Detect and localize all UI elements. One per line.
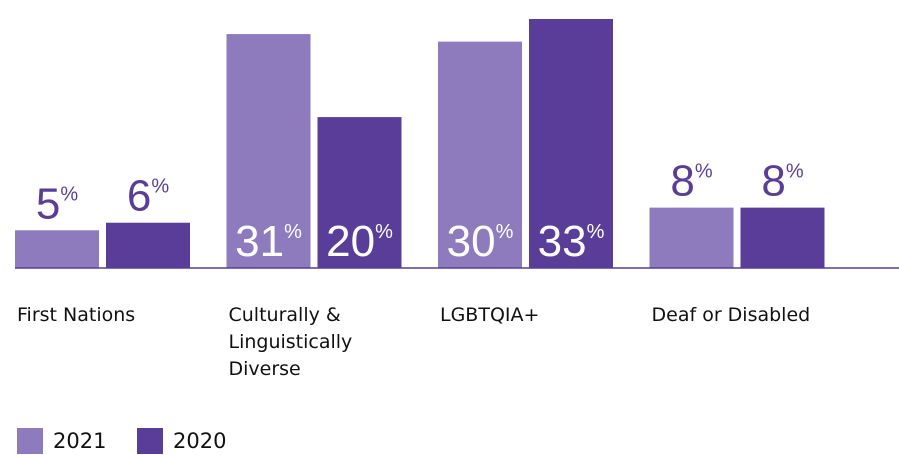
category-label: First Nations	[17, 304, 136, 326]
bar	[15, 230, 99, 268]
value-label: 33%	[538, 217, 605, 266]
value-label: 31%	[235, 217, 302, 266]
value-label: 5%	[36, 179, 78, 228]
value-label: 8%	[670, 157, 712, 206]
bar	[740, 207, 825, 268]
legend-item: 2021	[17, 428, 106, 454]
value-label: 20%	[326, 217, 393, 266]
category-label: LGBTQIA+	[440, 304, 540, 326]
value-label: 6%	[127, 172, 169, 221]
bar	[649, 207, 734, 268]
legend-label: 2020	[173, 429, 227, 453]
value-label: 30%	[447, 217, 514, 266]
bar	[226, 34, 311, 268]
legend-swatch	[137, 428, 163, 454]
legend-swatch	[17, 428, 43, 454]
bar	[317, 117, 402, 268]
category-label: Culturally & Linguistically Diverse	[228, 304, 353, 380]
category-label: Deaf or Disabled	[651, 304, 811, 326]
legend-label: 2021	[53, 429, 107, 453]
legend-item: 2020	[137, 428, 226, 454]
bar	[438, 41, 522, 268]
bar	[106, 222, 190, 268]
bar	[529, 19, 613, 268]
value-label: 8%	[761, 157, 803, 206]
